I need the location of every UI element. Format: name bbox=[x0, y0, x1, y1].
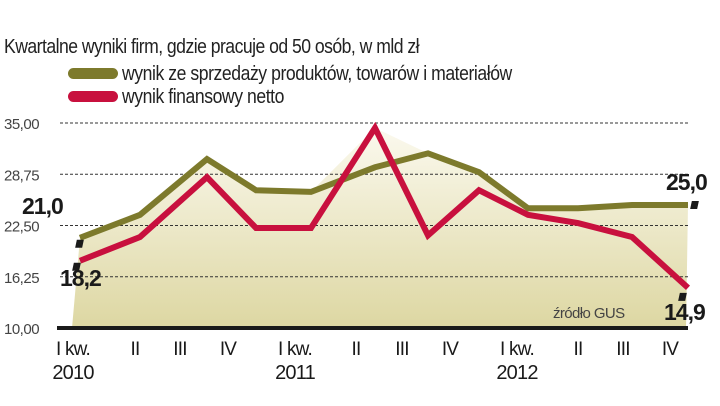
series-line-sales bbox=[78, 150, 688, 241]
x-tick-label: IV bbox=[220, 339, 237, 360]
x-year-label: 2011 bbox=[275, 362, 315, 384]
start-label-sales: 21,0 bbox=[22, 193, 63, 219]
x-tick-label: II bbox=[352, 339, 361, 360]
x-tick-label: II bbox=[574, 339, 583, 360]
y-tick-label: 10,00 bbox=[4, 321, 39, 338]
x-year-label: 2010 bbox=[52, 362, 94, 384]
chart-title: Kwartalne wyniki firm, gdzie pracuje od … bbox=[4, 36, 420, 58]
legend-label: wynik ze sprzedaży produktów, towarów i … bbox=[122, 62, 512, 85]
legend-label: wynik finansowy netto bbox=[122, 85, 284, 108]
area-fill bbox=[72, 127, 688, 328]
legend-item-net: wynik finansowy netto bbox=[68, 85, 306, 108]
end-marker bbox=[678, 292, 687, 301]
legend-item-sales: wynik ze sprzedaży produktów, towarów i … bbox=[68, 62, 565, 85]
x-tick-label: I kw. bbox=[278, 339, 312, 360]
legend-swatch-olive bbox=[68, 68, 118, 80]
y-tick-label: 16,25 bbox=[4, 270, 39, 287]
series-line-net bbox=[78, 121, 691, 291]
x-tick-label: I kw. bbox=[56, 339, 90, 360]
end-label-sales: 25,0 bbox=[666, 169, 707, 195]
start-label-net: 18,2 bbox=[60, 265, 101, 291]
x-tick-label: III bbox=[395, 339, 408, 360]
y-tick-label: 28,75 bbox=[4, 167, 39, 184]
legend-swatch-red bbox=[68, 91, 118, 103]
x-tick-label: I kw. bbox=[500, 339, 534, 360]
x-tick-label: IV bbox=[442, 339, 459, 360]
x-year-label: 2012 bbox=[496, 362, 538, 384]
x-tick-label: II bbox=[131, 339, 140, 360]
end-marker bbox=[690, 201, 699, 209]
end-label-net: 14,9 bbox=[664, 299, 705, 325]
x-tick-label: III bbox=[173, 339, 186, 360]
y-tick-label: 35,00 bbox=[4, 116, 39, 133]
x-tick-label: III bbox=[616, 339, 629, 360]
x-tick-label: IV bbox=[662, 339, 679, 360]
source-label: źródło GUS bbox=[553, 305, 625, 322]
end-marker bbox=[72, 262, 81, 271]
y-tick-label: 22,50 bbox=[4, 219, 39, 236]
end-marker bbox=[75, 239, 84, 248]
